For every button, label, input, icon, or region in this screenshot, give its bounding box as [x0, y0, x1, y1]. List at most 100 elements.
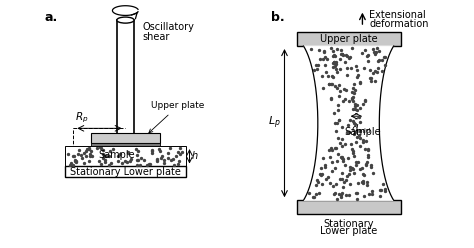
Point [74, 152, 82, 156]
Text: Extensional: Extensional [369, 10, 426, 20]
Point [146, 162, 154, 166]
Point [374, 46, 381, 50]
Point [323, 58, 331, 62]
Point [354, 160, 362, 164]
Text: Oscillatory: Oscillatory [143, 22, 195, 32]
Point [66, 163, 73, 167]
Point [348, 91, 356, 94]
Polygon shape [297, 200, 401, 214]
Point [341, 143, 349, 147]
Point [366, 67, 374, 71]
Point [346, 118, 354, 122]
Point [166, 146, 174, 150]
Point [376, 188, 384, 192]
Point [349, 119, 357, 123]
Point [333, 121, 341, 125]
Point [355, 73, 362, 77]
Polygon shape [303, 46, 393, 200]
Point [105, 155, 113, 158]
Polygon shape [65, 166, 186, 177]
Point [328, 146, 335, 150]
Point [339, 99, 347, 103]
Point [83, 147, 91, 151]
Point [124, 151, 132, 155]
Point [343, 73, 351, 77]
Point [101, 160, 109, 164]
Point [334, 153, 341, 156]
Text: h: h [192, 151, 198, 161]
Point [369, 171, 377, 175]
Point [127, 157, 135, 161]
Point [134, 149, 142, 153]
Point [327, 97, 335, 101]
Point [348, 166, 356, 170]
Point [328, 95, 335, 99]
Point [127, 159, 134, 163]
Point [368, 189, 376, 193]
Point [173, 154, 180, 158]
Point [157, 150, 164, 154]
Point [364, 153, 372, 157]
Point [342, 53, 350, 57]
Point [332, 62, 339, 66]
Point [376, 49, 383, 53]
Point [87, 149, 94, 153]
Point [333, 86, 340, 90]
Point [80, 151, 88, 155]
Point [312, 192, 319, 196]
Point [325, 82, 333, 86]
Point [332, 60, 340, 64]
Point [314, 180, 322, 184]
Point [349, 107, 357, 111]
Point [333, 70, 341, 74]
Point [158, 154, 166, 158]
Point [345, 99, 353, 103]
Point [346, 57, 353, 61]
Point [155, 147, 162, 151]
Point [331, 54, 339, 58]
Point [176, 159, 183, 163]
Point [160, 161, 167, 165]
Text: $R_p$: $R_p$ [75, 110, 89, 124]
Point [329, 65, 337, 69]
Point [369, 47, 376, 51]
Point [133, 153, 141, 157]
Point [174, 150, 182, 154]
Point [353, 197, 360, 201]
Point [382, 189, 389, 193]
Point [333, 182, 340, 186]
Point [339, 157, 346, 161]
Point [320, 49, 328, 53]
Point [346, 165, 354, 169]
Point [336, 57, 344, 61]
Point [381, 55, 389, 59]
Point [64, 152, 72, 156]
Point [117, 152, 124, 156]
Point [354, 108, 361, 112]
Point [342, 178, 349, 182]
Point [335, 119, 342, 123]
Point [346, 182, 354, 186]
Point [329, 75, 337, 79]
Point [125, 150, 132, 154]
Point [69, 154, 77, 157]
Point [336, 67, 344, 71]
Point [78, 156, 85, 160]
Point [115, 154, 122, 158]
Point [85, 159, 92, 163]
Point [377, 187, 385, 191]
Point [173, 161, 181, 165]
Point [343, 66, 351, 70]
Point [169, 157, 177, 161]
Point [338, 171, 346, 175]
Point [176, 152, 184, 156]
Point [358, 180, 366, 184]
Point [336, 177, 344, 181]
Point [348, 97, 356, 101]
Point [72, 160, 80, 164]
Point [347, 66, 355, 70]
Point [356, 106, 364, 110]
Point [319, 172, 326, 176]
Point [352, 130, 359, 134]
Point [121, 159, 128, 163]
